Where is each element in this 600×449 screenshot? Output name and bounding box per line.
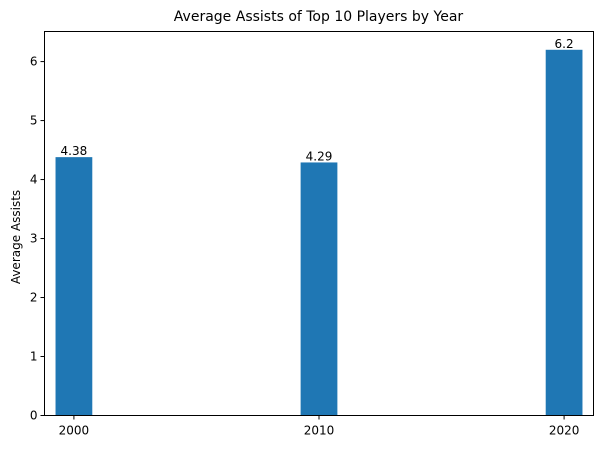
y-tick-label-2: 2 [30,291,38,305]
chart-title: Average Assists of Top 10 Players by Yea… [174,9,464,25]
bar-2000 [55,157,93,416]
y-tick-label-1: 1 [30,350,38,364]
data-label-2000: 4.38 [61,144,88,158]
y-tick-label-3: 3 [30,232,38,246]
y-tick-label-6: 6 [30,55,38,69]
x-tick-label-2020: 2020 [549,424,580,438]
x-tick-label-2000: 2000 [59,424,90,438]
bars-group: 4.38 4.29 6.2 [55,37,583,416]
y-axis-label: Average Assists [9,190,23,284]
bar-2020 [545,49,583,416]
y-tick-label-0: 0 [30,409,38,423]
data-label-2020: 6.2 [555,37,574,51]
y-tick-label-5: 5 [30,114,38,128]
y-tick-label-4: 4 [30,173,38,187]
data-label-2010: 4.29 [306,149,333,163]
y-ticks-group: 0 1 2 3 4 5 6 [30,55,45,423]
bar-2010 [300,162,338,416]
x-ticks-group: 2000 2010 2020 [59,415,580,438]
plot-frame [44,31,594,416]
x-tick-label-2010: 2010 [304,424,335,438]
